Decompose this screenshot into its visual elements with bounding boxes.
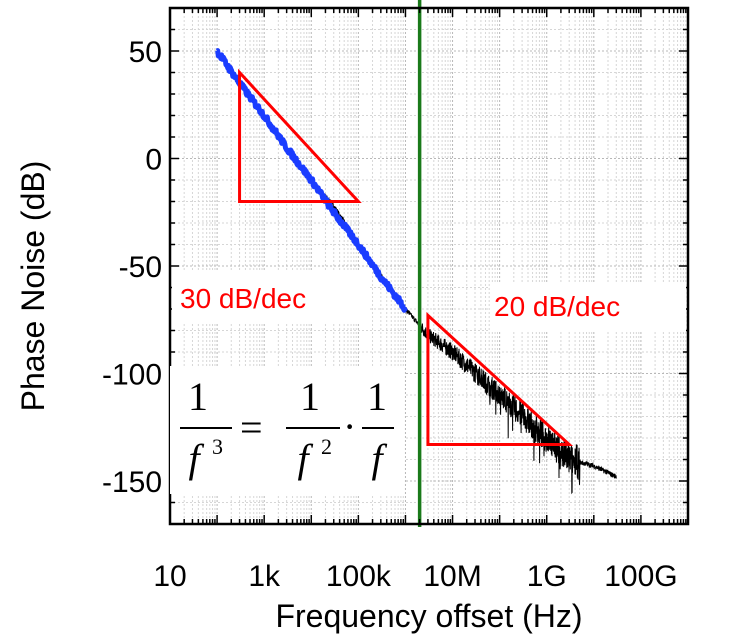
annotation-30db-dec: 30 dB/dec <box>180 283 306 314</box>
y-tick-label: 50 <box>129 36 162 69</box>
x-tick-label: 100G <box>604 560 677 593</box>
formula-numerator-right: 1 <box>367 374 387 419</box>
x-axis-title: Frequency offset (Hz) <box>275 598 582 634</box>
axis-ticks <box>169 7 689 525</box>
slope-triangle-1 <box>238 68 362 203</box>
slope-triangles <box>238 68 574 446</box>
formula-exponent-mid: 2 <box>321 434 332 459</box>
formula-bg <box>170 366 404 494</box>
y-tick-labels: 50 0 -50 -100 -150 <box>102 36 162 499</box>
formula-numerator-mid: 1 <box>300 374 320 419</box>
formula-dot: · <box>343 404 356 449</box>
formula-equals: = <box>240 405 263 450</box>
formula: 1 f 3 = 1 f 2 · 1 f <box>170 366 404 494</box>
x-tick-label: 100k <box>326 560 392 593</box>
y-tick-label: -50 <box>119 251 162 284</box>
y-axis-title: Phase Noise (dB) <box>15 161 51 412</box>
annotation-20db-bg <box>490 282 686 332</box>
x-tick-label: 1G <box>527 560 567 593</box>
y-tick-label: -100 <box>102 359 162 392</box>
series-blue-trace <box>215 48 408 313</box>
x-tick-label: 10 <box>153 560 186 593</box>
x-tick-label: 10M <box>423 560 481 593</box>
slope-triangle-2 <box>426 312 574 446</box>
x-tick-labels: 10 1k 100k 10M 1G 100G <box>153 560 677 593</box>
series-layer <box>215 48 617 495</box>
x-tick-label: 1k <box>248 560 281 593</box>
annotation-30db-bg <box>172 270 368 324</box>
formula-numerator-left: 1 <box>188 374 208 419</box>
formula-exponent-left: 3 <box>212 434 223 459</box>
y-tick-label: -150 <box>102 466 162 499</box>
annotation-20db-dec: 20 dB/dec <box>494 291 620 322</box>
y-tick-label: 0 <box>145 144 162 177</box>
